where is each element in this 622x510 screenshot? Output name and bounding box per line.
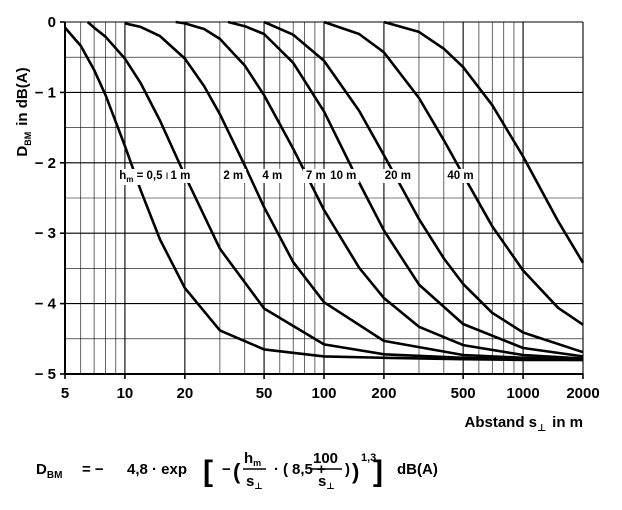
series-label-background <box>327 168 360 183</box>
x-tick-label: 100 <box>311 385 336 402</box>
y-tick-label: − 2 <box>35 155 56 172</box>
formula-coefficient: 4,8 · exp <box>127 461 187 478</box>
formula-unit: dB(A) <box>397 461 438 478</box>
x-axis-title-subscript: ⊥ <box>537 423 546 434</box>
y-axis-title-symbol: D <box>14 146 31 157</box>
x-tick-label: 20 <box>177 385 194 402</box>
series-label-background <box>167 168 194 183</box>
y-axis-title-unit: in dB(A) <box>14 67 31 125</box>
series-line <box>86 21 584 362</box>
formula-frac2-numerator: 100 <box>313 450 338 467</box>
formula-inner-const: 8,5 + <box>292 461 326 478</box>
y-tick-label: − 3 <box>35 225 56 242</box>
series-label: hm = 0,5 m <box>119 170 176 184</box>
series-label-background <box>302 168 329 183</box>
formula-frac2-denominator: s⊥ <box>318 473 335 491</box>
x-axis-title-unit: in m <box>552 414 583 431</box>
x-tick-label: 2000 <box>566 385 599 402</box>
formula-exponent: 1,3 <box>361 452 376 464</box>
y-tick-labels: 0 − 1 − 2 − 3 − 4 − 5 <box>35 14 57 383</box>
x-axis-title: Abstand s⊥ in m <box>465 414 584 434</box>
y-axis-title: DBM in dB(A) <box>14 67 33 156</box>
series-label: 20 m <box>385 170 411 182</box>
y-tick-label: − 4 <box>35 296 57 313</box>
x-tick-label: 50 <box>256 385 273 402</box>
x-tick-label: 10 <box>117 385 134 402</box>
series-line <box>383 20 585 264</box>
plot-frame <box>60 21 584 379</box>
series-line <box>175 20 584 360</box>
series-label: 40 m <box>447 170 473 182</box>
x-tick-label: 500 <box>451 385 476 402</box>
series-label: 10 m <box>330 170 356 182</box>
series-label: 4 m <box>262 170 282 182</box>
series-label: 1 m <box>171 170 191 182</box>
y-tick-label: − 5 <box>35 366 56 383</box>
series-label-background <box>220 168 247 183</box>
series-label-background <box>381 168 414 183</box>
formula-lhs: DBM <box>36 461 62 481</box>
x-tick-label: 1000 <box>506 385 539 402</box>
formula-equals: = − <box>82 461 104 478</box>
formula-dot: · <box>274 461 279 478</box>
series-line <box>323 20 584 326</box>
x-tick-label: 200 <box>371 385 396 402</box>
series-line <box>64 26 583 362</box>
formula-frac1-denominator: s⊥ <box>246 473 263 491</box>
curve-labels: hm = 0,5 m1 m 2 m 4 m 7 m 10 m 20 m 40 m <box>116 168 477 185</box>
series-line <box>263 20 584 354</box>
x-axis-title-text: Abstand s <box>465 414 538 431</box>
series-label: 2 m <box>223 170 243 182</box>
svg-text:DBMin dB(A): DBM in dB(A) <box>14 67 33 156</box>
formula-minus: − <box>222 461 231 478</box>
formula: DBM = − 4,8 · exp [ − ( hm s⊥ · ( 8,5 + … <box>36 450 438 491</box>
formula-left-bracket: [ <box>203 455 213 488</box>
formula-inner-paren-open: ( <box>283 461 288 478</box>
x-tick-label: 5 <box>61 385 69 402</box>
x-tick-labels: 5 10 20 50 100 200 500 1000 2000 <box>61 385 600 402</box>
y-tick-label: − 1 <box>35 84 56 101</box>
series-label-background <box>116 168 179 185</box>
formula-right-paren: ) <box>352 459 359 484</box>
series-label-background <box>444 168 477 183</box>
series-label-background <box>259 168 286 183</box>
y-tick-label: 0 <box>48 14 56 31</box>
formula-frac1-numerator: hm <box>244 450 261 468</box>
y-axis-title-subscript: BM <box>23 132 33 146</box>
formula-right-bracket: ] <box>373 455 383 488</box>
series-line <box>227 20 584 358</box>
series-label: 7 m <box>306 170 326 182</box>
formula-left-paren: ( <box>233 459 241 484</box>
formula-inner-paren-close: ) <box>345 461 350 478</box>
formula-lhs-subscript: BM <box>47 470 63 481</box>
series-line <box>124 22 584 361</box>
